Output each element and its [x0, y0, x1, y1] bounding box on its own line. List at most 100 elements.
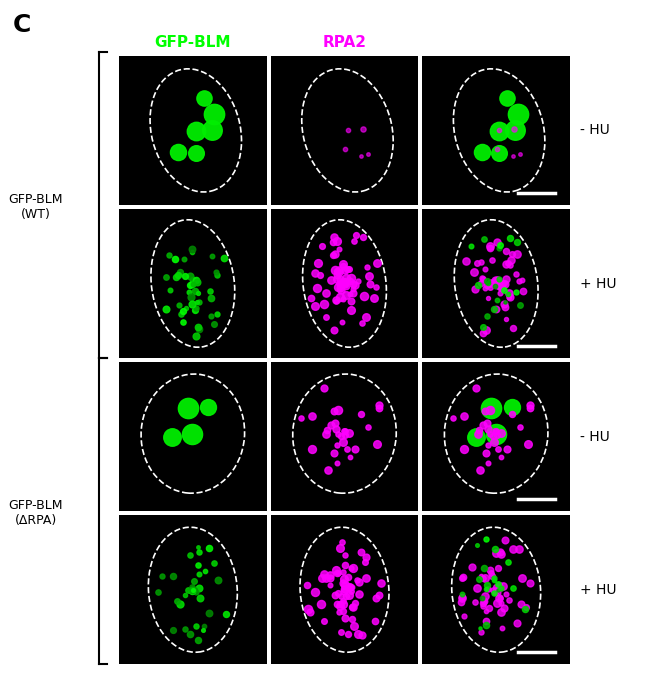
Point [358, 232, 368, 242]
Point [171, 271, 181, 282]
Point [492, 429, 502, 440]
Point [180, 271, 190, 281]
Point [188, 585, 198, 596]
Point [486, 278, 497, 289]
Point [506, 248, 517, 259]
Point [187, 244, 197, 254]
Point [321, 573, 332, 584]
Point [469, 284, 480, 295]
Point [490, 587, 501, 598]
Point [491, 586, 502, 597]
Point [335, 274, 346, 285]
Point [350, 444, 360, 454]
Point [476, 256, 486, 267]
Point [348, 236, 359, 247]
Point [503, 258, 514, 269]
Point [374, 402, 384, 413]
Point [347, 601, 358, 612]
Point [218, 253, 229, 264]
Point [471, 431, 481, 442]
Point [493, 443, 504, 454]
Point [492, 275, 502, 285]
Point [363, 148, 374, 159]
Point [190, 147, 201, 158]
Point [508, 322, 519, 333]
Point [499, 299, 510, 310]
Point [333, 405, 343, 416]
Point [337, 436, 348, 447]
Point [495, 428, 506, 439]
Point [485, 429, 495, 439]
Point [497, 622, 507, 633]
Point [491, 295, 502, 306]
Point [341, 280, 351, 291]
Point [461, 256, 471, 267]
Point [303, 604, 313, 614]
Point [494, 281, 504, 291]
Point [482, 580, 492, 591]
Point [340, 264, 350, 275]
Point [472, 582, 482, 593]
Point [356, 409, 366, 419]
Point [334, 607, 345, 618]
Point [456, 588, 467, 599]
Point [506, 255, 517, 266]
Point [491, 429, 501, 439]
Point [340, 277, 350, 288]
Point [346, 582, 357, 593]
Point [477, 273, 488, 283]
Text: Merge: Merge [469, 36, 523, 50]
Point [495, 546, 505, 557]
Point [337, 596, 348, 607]
Point [361, 573, 372, 583]
Point [491, 585, 501, 596]
Point [459, 444, 469, 454]
Point [175, 267, 185, 277]
Point [494, 592, 504, 603]
Point [515, 148, 525, 159]
Point [354, 577, 364, 588]
Point [310, 587, 320, 598]
Point [190, 286, 201, 297]
Point [318, 299, 329, 310]
Point [491, 237, 502, 248]
Point [195, 593, 205, 604]
Point [479, 595, 489, 606]
Point [479, 596, 489, 606]
Point [500, 314, 511, 324]
Point [505, 260, 515, 271]
Point [340, 143, 350, 154]
Point [504, 595, 514, 606]
Point [187, 275, 198, 285]
Point [503, 556, 514, 567]
Point [335, 292, 346, 303]
Point [347, 562, 358, 573]
Point [340, 279, 350, 289]
Point [506, 402, 517, 413]
Point [489, 275, 500, 285]
Point [483, 439, 493, 450]
Point [310, 267, 320, 278]
Point [515, 299, 525, 310]
Point [186, 291, 196, 302]
Point [459, 610, 469, 621]
Point [191, 331, 202, 342]
Point [344, 582, 355, 593]
Point [474, 465, 485, 476]
Point [179, 254, 189, 264]
Point [352, 575, 362, 586]
Point [164, 250, 175, 260]
Point [339, 583, 349, 594]
Point [190, 126, 201, 137]
Point [340, 429, 350, 440]
Point [337, 317, 347, 328]
Point [471, 539, 482, 550]
Point [495, 240, 505, 250]
Point [519, 604, 530, 614]
Point [458, 572, 469, 583]
Point [499, 534, 510, 545]
Point [346, 563, 356, 573]
Point [476, 627, 486, 637]
Point [187, 246, 197, 257]
Point [205, 285, 216, 296]
